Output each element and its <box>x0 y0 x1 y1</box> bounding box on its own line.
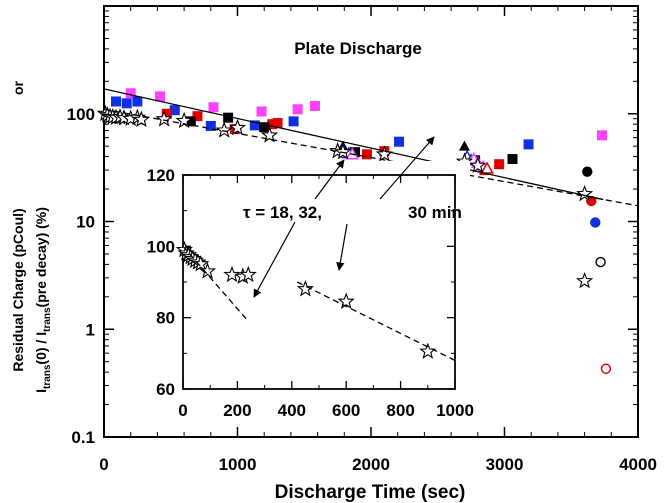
main-square-point <box>192 111 203 122</box>
x-tick-label: 0 <box>99 455 108 474</box>
inset-x-tick-label: 600 <box>332 401 360 420</box>
svg-text:Itrans(0) / Itrans(pre decay): Itrans(0) / Itrans(pre decay) (%) <box>33 207 53 393</box>
main-fit-line <box>103 88 604 201</box>
inset-x-tick-label: 200 <box>223 401 251 420</box>
x-tick-label: 1000 <box>219 455 257 474</box>
inset-x-tick-label: 400 <box>278 401 306 420</box>
main-star-point <box>469 156 487 173</box>
y-axis-label: Residual Charge (pCoul) <box>10 208 26 371</box>
main-square-point <box>121 98 132 109</box>
inset-y-tick-label: 100 <box>147 237 175 256</box>
inset-star-point <box>191 255 210 272</box>
annotation-arrow <box>336 223 348 271</box>
annotation-arrow <box>379 136 435 200</box>
main-square-point <box>523 139 534 150</box>
inset-star-point <box>296 280 314 297</box>
y-tick-label: 100 <box>67 105 95 124</box>
x-tick-label: 2000 <box>352 455 390 474</box>
inset-star-point <box>239 265 257 283</box>
inset-chart: 0 200 400 600 800 1000 60 80 100 120 <box>138 161 474 421</box>
main-square-point <box>169 105 180 116</box>
inset-fit-line <box>182 245 249 322</box>
main-square-point <box>155 91 166 102</box>
main-square-point <box>185 116 196 127</box>
main-fit-line <box>103 108 639 207</box>
inset-star-point <box>223 265 241 283</box>
chart-title: Plate Discharge <box>294 39 422 58</box>
main-square-point <box>494 159 505 170</box>
x-tick-label: 4000 <box>619 455 657 474</box>
inset-star-point <box>337 292 355 309</box>
y-axis-label-line2: Itrans(0) / Itrans(pre decay) (%) <box>33 207 53 393</box>
x-tick-label: 3000 <box>486 455 524 474</box>
y-axis-label-line1: Residual Charge (pCoul) <box>10 208 26 371</box>
inset-x-tick-label: 0 <box>178 401 187 420</box>
annotation-30min: 30 min <box>408 203 462 222</box>
inset-star-point <box>198 262 217 279</box>
annotation-tau: τ = 18, 32, <box>243 203 322 222</box>
main-circle-point <box>600 363 612 374</box>
main-star-point <box>260 126 279 143</box>
main-circle-point <box>582 166 593 177</box>
main-square-point <box>208 102 219 113</box>
main-square-point <box>125 88 136 99</box>
annotation-arrow <box>253 221 296 298</box>
main-square-point <box>507 154 518 165</box>
main-star-point <box>334 143 352 160</box>
main-square-point <box>292 104 303 115</box>
x-axis-label: Discharge Time (sec) <box>275 482 466 503</box>
main-square-point <box>596 130 607 141</box>
y-tick-label: 0.1 <box>71 428 95 447</box>
main-triangle-point <box>480 161 494 174</box>
main-square-point <box>394 136 405 147</box>
main-star-point <box>215 121 233 138</box>
main-square-point <box>205 120 216 131</box>
main-square-point <box>309 101 320 112</box>
annotation-arrow <box>314 159 345 200</box>
y-tick-label: 10 <box>76 213 95 232</box>
main-circle-point <box>595 256 606 268</box>
main-square-point <box>361 149 372 160</box>
annotation-arrows <box>253 136 435 298</box>
main-circle-point <box>590 217 601 228</box>
main-square-point <box>267 119 278 130</box>
y-axis-label-or: or <box>10 80 26 95</box>
inset-x-tick-label: 800 <box>386 401 414 420</box>
inset-y-tick-label: 60 <box>156 380 175 399</box>
main-data-series <box>96 88 639 374</box>
main-square-point <box>249 120 260 131</box>
main-star-point <box>228 118 247 136</box>
main-star-point <box>576 272 594 289</box>
main-square-point <box>272 118 283 129</box>
inset-y-tick-label: 120 <box>147 166 175 185</box>
main-star-point <box>576 184 594 202</box>
inset-x-tick-label: 1000 <box>436 401 474 420</box>
main-square-point <box>161 108 172 119</box>
main-square-point <box>111 96 122 107</box>
svg-text:or: or <box>10 80 26 95</box>
main-square-point <box>259 122 270 133</box>
main-square-point <box>256 106 267 117</box>
main-star-point <box>375 145 394 162</box>
main-square-point <box>288 116 299 127</box>
main-star-point <box>155 110 173 127</box>
inset-y-tick-label: 80 <box>156 309 175 328</box>
main-square-point <box>223 112 234 123</box>
main-triangle-point <box>458 140 470 151</box>
y-tick-label: 1 <box>86 320 95 339</box>
main-square-point <box>132 96 143 107</box>
